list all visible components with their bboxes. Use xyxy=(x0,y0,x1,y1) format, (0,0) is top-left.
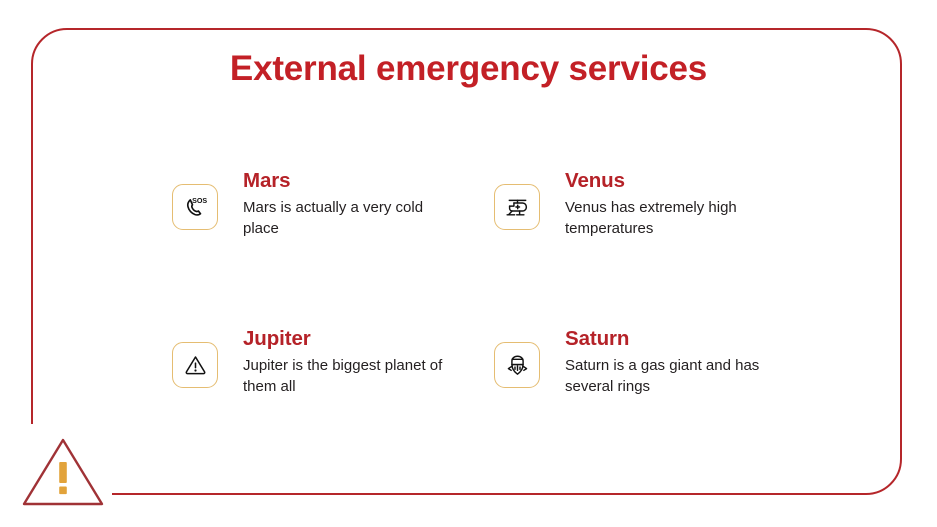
services-row-1: SOS Mars Mars is actually a very cold pl… xyxy=(172,170,812,240)
svg-text:SOS: SOS xyxy=(192,196,207,204)
service-description: Mars is actually a very cold place xyxy=(243,198,424,238)
service-description: Saturn is a gas giant and has several ri… xyxy=(565,356,760,396)
service-item-mars[interactable]: SOS Mars Mars is actually a very cold pl… xyxy=(172,170,492,240)
service-title: Mars xyxy=(243,169,291,192)
service-description: Venus has extremely high temperatures xyxy=(565,198,737,238)
service-title: Saturn xyxy=(565,327,630,351)
service-text-jupiter: Jupiter Jupiter is the biggest planet of… xyxy=(243,328,448,398)
warning-triangle-alert-icon xyxy=(172,342,218,389)
services-row-2: Jupiter Jupiter is the biggest planet of… xyxy=(172,328,812,398)
service-item-venus[interactable]: Venus Venus has extremely high temperatu… xyxy=(492,170,812,240)
services-grid: SOS Mars Mars is actually a very cold pl… xyxy=(172,170,812,398)
rescue-helicopter-icon xyxy=(494,184,540,230)
sos-phone-call-icon: SOS xyxy=(172,184,218,230)
gas-mask-respirator-icon xyxy=(494,342,540,389)
service-title: Jupiter xyxy=(243,327,311,351)
warning-triangle-icon xyxy=(20,436,106,508)
service-item-saturn[interactable]: Saturn Saturn is a gas giant and has sev… xyxy=(492,328,812,398)
service-title: Venus xyxy=(565,169,625,192)
service-description: Jupiter is the biggest planet of them al… xyxy=(243,356,443,396)
page-title: External emergency services xyxy=(229,49,708,88)
service-item-jupiter[interactable]: Jupiter Jupiter is the biggest planet of… xyxy=(172,328,492,398)
service-text-venus: Venus Venus has extremely high temperatu… xyxy=(565,170,770,240)
service-text-mars: Mars Mars is actually a very cold place xyxy=(243,170,448,240)
service-text-saturn: Saturn Saturn is a gas giant and has sev… xyxy=(565,328,770,398)
